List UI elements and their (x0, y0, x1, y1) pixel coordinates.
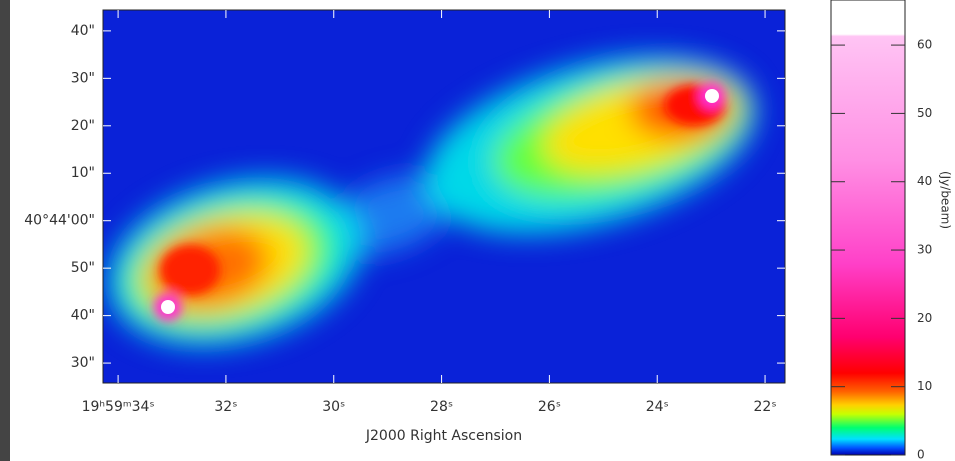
y-tick-label: 20" (71, 118, 95, 134)
colorbar-tick-label: 50 (917, 106, 932, 120)
x-tick-label: 24ˢ (646, 399, 669, 415)
x-axis-label: J2000 Right Ascension (365, 428, 522, 444)
colorbar-tick-label: 20 (917, 311, 932, 325)
x-tick-label: 19ʰ59ᵐ34ˢ (82, 399, 155, 415)
x-tick-label: 30ˢ (322, 399, 345, 415)
colorbar-label: (Jy/beam) (939, 171, 953, 229)
colorbar-tick-label: 10 (917, 379, 932, 393)
x-tick-label: 22ˢ (754, 399, 777, 415)
colorbar-tick-label: 30 (917, 243, 932, 257)
y-tick-label: 30" (71, 70, 95, 86)
x-tick-label: 28ˢ (430, 399, 453, 415)
y-tick-label: 50" (71, 260, 95, 276)
plot-frame (102, 9, 786, 384)
side-strip (0, 0, 10, 461)
image (103, 10, 785, 383)
y-tick-label: 10" (71, 165, 95, 181)
y-tick-label: 40" (71, 23, 95, 39)
y-tick-label: 40°44'00" (24, 213, 95, 229)
x-tick-label: 32ˢ (214, 399, 237, 415)
colorbar (830, 0, 906, 456)
y-tick-label: 40" (71, 308, 95, 324)
y-tick-label: 30" (71, 355, 95, 371)
colorbar-tick-label: 40 (917, 174, 932, 188)
colorbar-tick-label: 0 (917, 448, 925, 461)
x-tick-label: 26ˢ (538, 399, 561, 415)
colorbar-tick-label: 60 (917, 38, 932, 52)
